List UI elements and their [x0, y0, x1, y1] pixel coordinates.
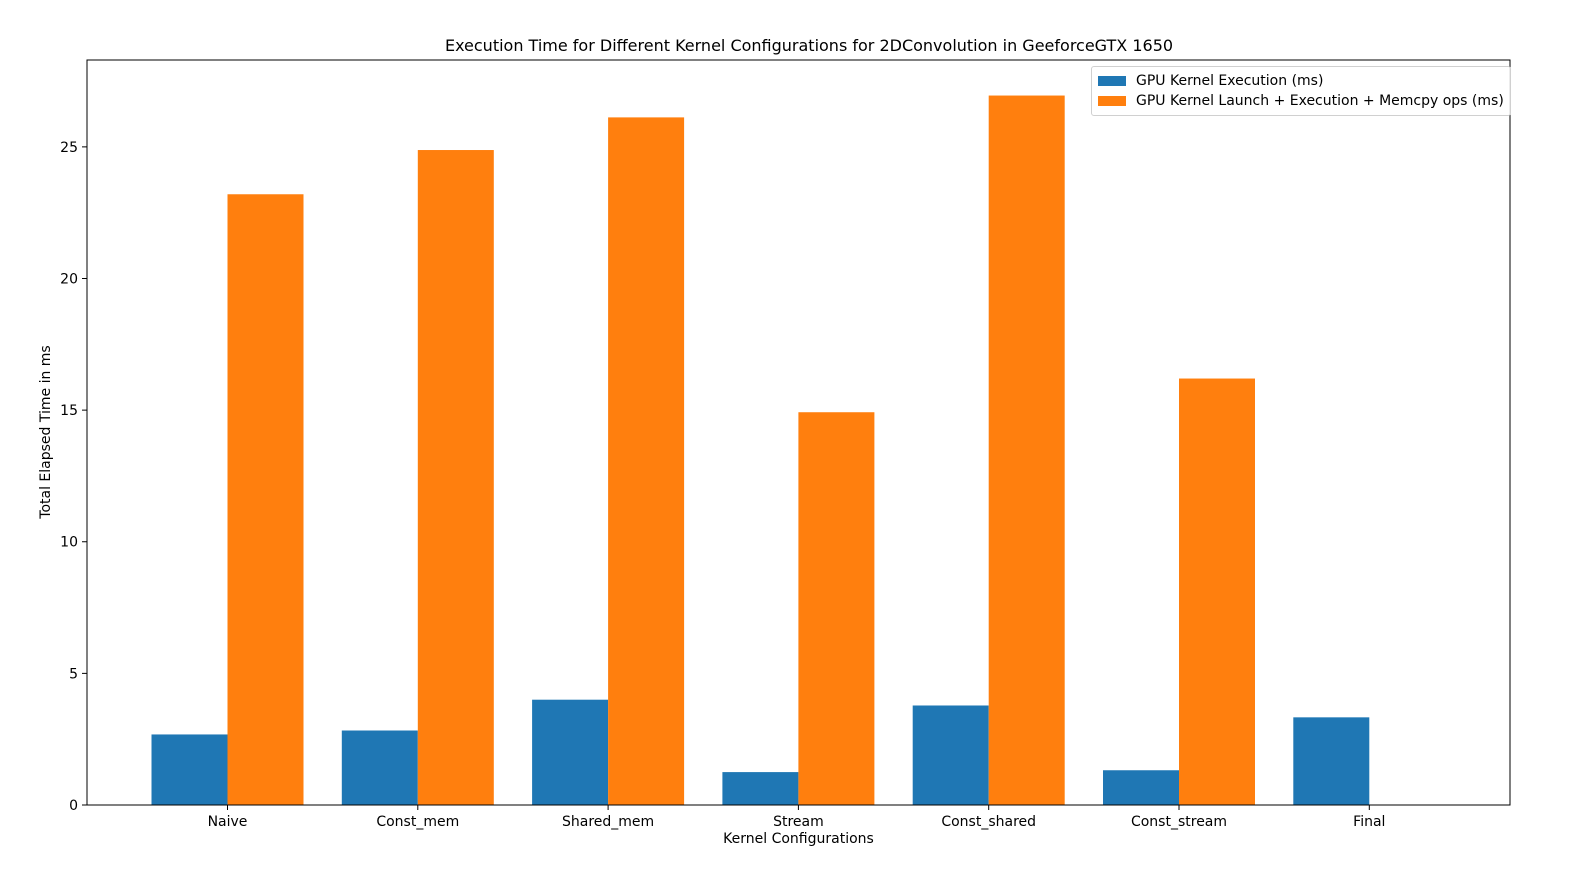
x-tick-label: Final: [1353, 814, 1385, 830]
bars-layer: [151, 95, 1370, 806]
x-axis-label: Kernel Configurations: [723, 831, 874, 847]
bar-kernel-execution-stream: [722, 772, 799, 805]
x-tick-label: Stream: [773, 814, 824, 830]
y-tick-label: 10: [60, 535, 78, 551]
legend: GPU Kernel Execution (ms) GPU Kernel Lau…: [1091, 66, 1511, 116]
x-axis: Naive Const_mem Shared_mem Stream Const_shar…: [208, 805, 1385, 830]
legend-swatch-kernel-execution: [1098, 76, 1126, 86]
x-tick-label: Const_shared: [941, 814, 1036, 830]
y-tick-label: 25: [60, 140, 78, 156]
bar-kernel-execution-const-mem: [341, 730, 418, 805]
chart-title: Execution Time for Different Kernel Conf…: [444, 36, 1174, 55]
x-tick-label: Naive: [208, 814, 248, 830]
bar-kernel-execution-naive: [151, 734, 228, 805]
bar-kernel-execution-final: [1293, 717, 1370, 805]
bar-kernel-execution-const-stream: [1103, 770, 1179, 805]
legend-swatch-launch-execution-memcpy: [1098, 96, 1126, 106]
legend-label-launch-execution-memcpy: GPU Kernel Launch + Execution + Memcpy o…: [1136, 93, 1504, 109]
y-axis: 0 5 10 15 20 25: [60, 140, 87, 814]
bar-kernel-execution-shared-mem: [532, 699, 609, 805]
y-tick-label: 0: [69, 798, 78, 814]
bar-launch-execution-memcpy-const-shared: [988, 95, 1065, 805]
x-tick-label: Shared_mem: [562, 814, 654, 830]
bar-kernel-execution-const-shared: [912, 705, 989, 805]
bar-launch-execution-memcpy-naive: [227, 194, 304, 806]
y-axis-label: Total Elapsed Time in ms: [38, 345, 54, 519]
y-tick-label: 20: [60, 271, 78, 287]
legend-item-launch-execution-memcpy: GPU Kernel Launch + Execution + Memcpy o…: [1098, 91, 1504, 111]
y-tick-label: 15: [60, 403, 78, 419]
bar-launch-execution-memcpy-const-mem: [417, 150, 494, 805]
legend-label-kernel-execution: GPU Kernel Execution (ms): [1136, 73, 1324, 89]
bar-launch-execution-memcpy-stream: [798, 412, 875, 805]
bar-launch-execution-memcpy-shared-mem: [608, 117, 685, 806]
x-tick-label: Const_mem: [376, 814, 459, 830]
x-tick-label: Const_stream: [1131, 814, 1227, 830]
bar-launch-execution-memcpy-const-stream: [1179, 378, 1255, 805]
y-tick-label: 5: [69, 666, 78, 682]
legend-item-kernel-execution: GPU Kernel Execution (ms): [1098, 71, 1504, 91]
